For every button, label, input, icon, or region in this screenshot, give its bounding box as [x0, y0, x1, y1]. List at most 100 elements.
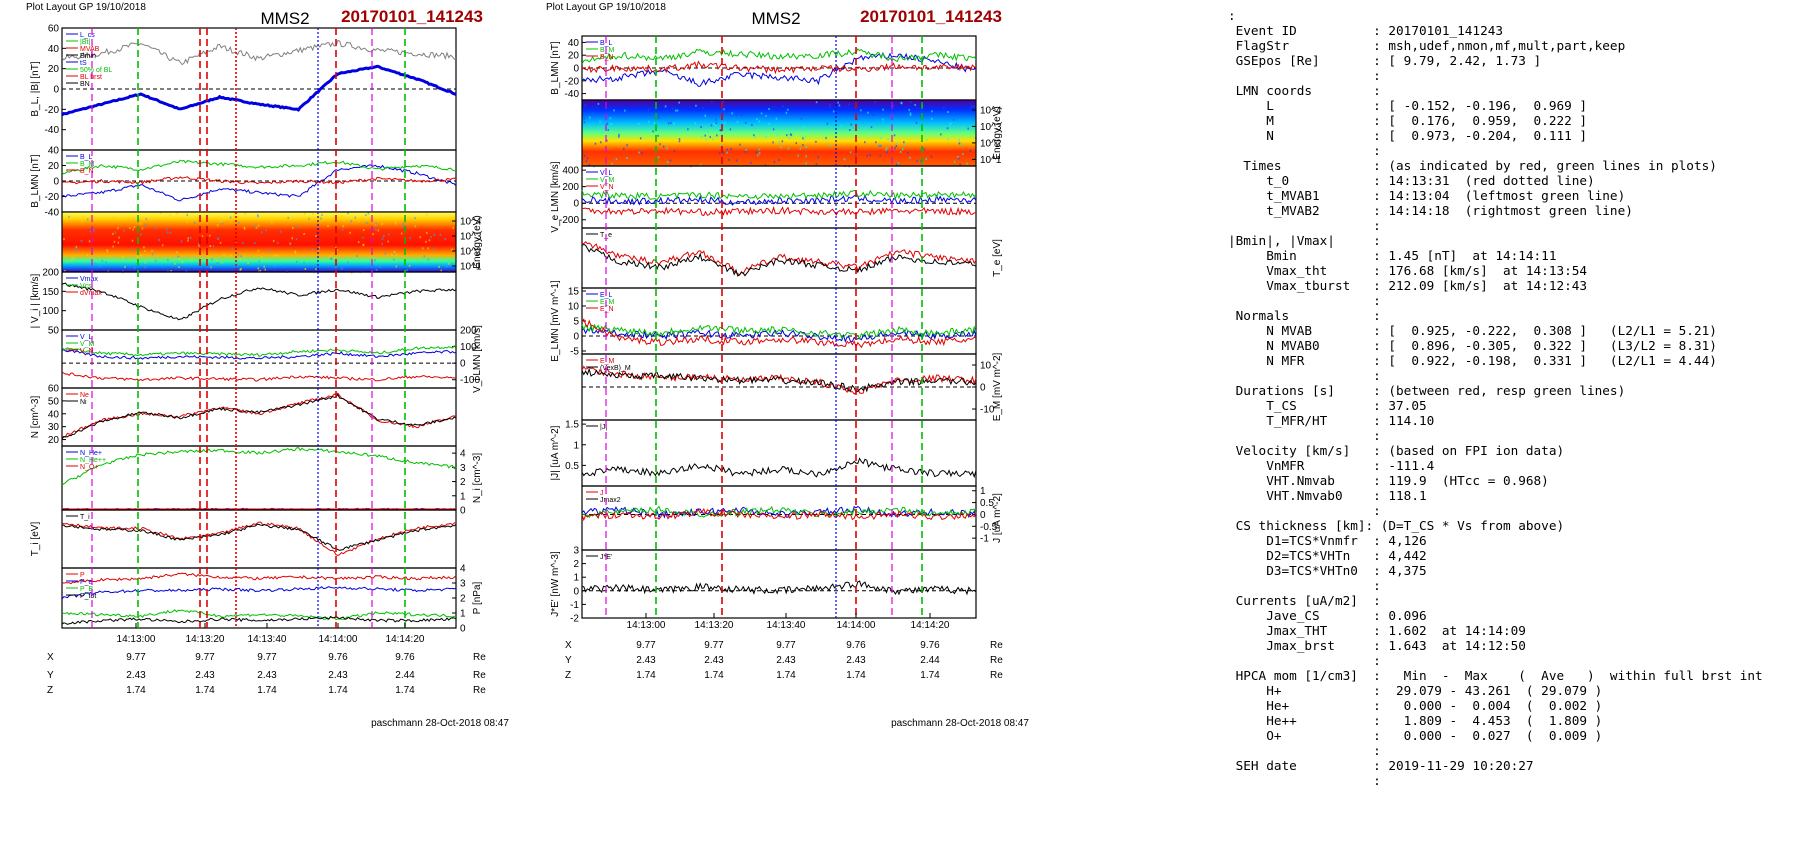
spectrogram-speckle — [817, 156, 819, 159]
position-value: 9.76 — [920, 640, 940, 651]
series-line — [581, 326, 977, 343]
y-tick-label: -20 — [45, 192, 60, 203]
spectrogram-speckle — [957, 156, 959, 158]
legend-entry: B_N — [600, 54, 614, 61]
position-label: Z — [565, 670, 571, 681]
y-axis-label: | V_i | [km/s] — [30, 273, 41, 328]
figure-right: Plot Layout GP 19/10/2018 MMS2 20170101_14… — [546, 2, 1029, 729]
summary-line: VnMFR : -111.4 — [1228, 458, 1435, 473]
spectrogram-speckle — [779, 146, 782, 149]
spectrogram-speckle — [768, 122, 770, 125]
spectrogram-speckle — [430, 236, 432, 239]
spectrogram-speckle — [744, 151, 747, 154]
spectrogram-speckle — [623, 147, 625, 150]
spectrogram-speckle — [815, 163, 818, 166]
legend-entry: Vmax — [80, 276, 98, 283]
panel-left-1: -40 -20 0 20 40 60 B_L, |B| [nT] L_cs|Bt|MVABBm… — [30, 24, 457, 151]
spectrogram-speckle — [143, 246, 145, 249]
series-line — [581, 243, 977, 277]
position-value: 1.74 — [776, 670, 796, 681]
spacecraft-title: MMS2 — [751, 9, 800, 28]
y-tick-label: 20 — [48, 64, 60, 75]
spectrogram-speckle — [166, 228, 168, 231]
spectrogram-speckle — [785, 111, 788, 114]
spectrogram-speckle — [758, 148, 761, 151]
spectrogram-speckle — [709, 136, 711, 139]
spectrogram-speckle — [947, 138, 949, 141]
spectrogram-speckle — [129, 226, 131, 229]
spectrogram-speckle — [860, 109, 862, 112]
event-title: 20170101_141243 — [341, 7, 483, 26]
spectrogram-speckle — [594, 142, 597, 145]
legend-entry: 50% of BL — [80, 67, 112, 74]
spectrogram-speckle — [712, 138, 714, 141]
spectrogram-speckle — [318, 246, 320, 249]
spectrogram-speckle — [781, 140, 784, 143]
spectrogram-speckle — [216, 261, 219, 264]
panel-right-6: -10 0 10 E_M [mV m^-2] E_M(VexB)_M — [581, 352, 1003, 421]
spectrogram-speckle — [393, 258, 395, 261]
spectrogram-speckle — [394, 222, 397, 225]
spectrogram-speckle — [395, 265, 398, 268]
spectrogram-speckle — [140, 254, 142, 257]
spectrogram-speckle — [618, 135, 620, 138]
spectrogram-speckle — [167, 259, 169, 262]
spectrogram-speckle — [615, 158, 618, 161]
spectrogram-speckle — [112, 245, 114, 248]
position-value: 9.77 — [704, 640, 724, 651]
series-line — [581, 367, 977, 393]
spectrogram-speckle — [648, 120, 650, 123]
y-tick-label: 10^1 — [460, 262, 482, 273]
spectrogram-speckle — [664, 105, 667, 108]
spectrogram-speckle — [347, 212, 349, 215]
spectrogram-speckle — [346, 261, 349, 264]
spectrogram-speckle — [909, 113, 912, 116]
spectrogram-speckle — [805, 146, 808, 149]
spectrogram-speckle — [879, 144, 881, 147]
spectrogram-speckle — [144, 261, 146, 264]
y-tick-label: 1.5 — [565, 420, 579, 431]
spectrogram-speckle — [419, 236, 421, 239]
spectrogram-speckle — [272, 239, 275, 242]
spectrogram-speckle — [151, 249, 153, 252]
spectrogram-speckle — [427, 247, 429, 250]
spectrogram-speckle — [341, 267, 343, 270]
spectrogram-speckle — [106, 249, 108, 252]
summary-line: : — [1228, 773, 1381, 788]
spectrogram-speckle — [66, 260, 69, 263]
spectrogram-speckle — [312, 213, 314, 215]
position-value: 2.43 — [328, 670, 348, 681]
time-tick-label: 14:13:40 — [767, 620, 806, 631]
spectrogram-speckle — [144, 224, 147, 227]
spectrogram-speckle — [825, 136, 827, 139]
spectrogram-speckle — [626, 144, 628, 147]
y-tick-label: 40 — [48, 409, 60, 420]
spectrogram-speckle — [946, 127, 949, 130]
spectrogram-speckle — [432, 248, 434, 251]
spectrogram-speckle — [231, 247, 234, 250]
spectrogram-speckle — [957, 157, 960, 160]
y-tick-label: -40 — [45, 125, 60, 136]
spacecraft-title: MMS2 — [260, 9, 309, 28]
series-line — [61, 176, 457, 185]
summary-line: Velocity [km/s] : (based on FPI ion data… — [1228, 443, 1565, 458]
spectrogram-speckle — [161, 244, 164, 247]
position-label: Y — [47, 670, 54, 681]
position-unit: Re — [990, 640, 1003, 651]
spectrogram-speckle — [385, 216, 388, 219]
legend-entry: N_He+ — [80, 450, 102, 457]
position-value: 2.43 — [776, 655, 796, 666]
spectrogram-speckle — [720, 133, 723, 136]
spectrogram-speckle — [187, 237, 189, 240]
spectrogram-speckle — [925, 157, 928, 160]
spectrogram-speckle — [191, 258, 193, 261]
legend-entry: tS — [80, 60, 87, 67]
spectrogram-speckle — [375, 222, 377, 225]
legend-entry: Bmin — [80, 53, 96, 60]
summary-line: M : [ 0.176, 0.959, 0.222 ] — [1228, 113, 1588, 128]
y-tick-label: 3 — [460, 579, 466, 590]
spectrogram-speckle — [446, 265, 448, 268]
spectrogram-speckle — [958, 138, 960, 141]
spectrogram-speckle — [356, 255, 358, 258]
